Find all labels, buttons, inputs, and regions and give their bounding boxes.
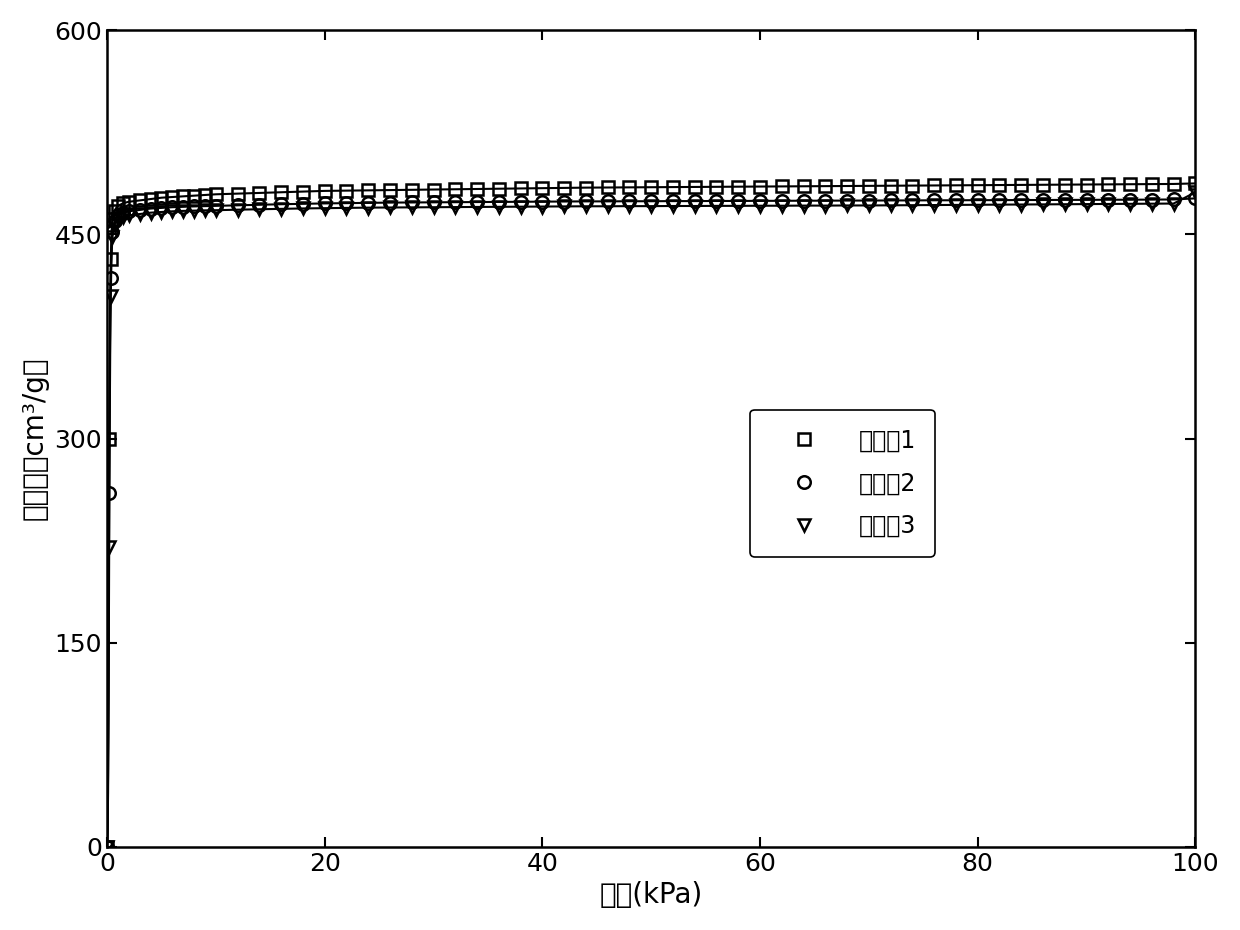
实施例1 bbox=[339, 185, 353, 196]
实施例2 bbox=[1188, 193, 1203, 204]
Y-axis label: 吸附量（cm³/g）: 吸附量（cm³/g） bbox=[21, 357, 48, 520]
实施例3 bbox=[176, 206, 191, 217]
实施例3 bbox=[197, 205, 212, 216]
实施例3 bbox=[578, 201, 593, 212]
X-axis label: 压力(kPa): 压力(kPa) bbox=[600, 881, 703, 910]
实施例1 bbox=[99, 841, 114, 852]
实施例1 bbox=[197, 190, 212, 201]
实施例2 bbox=[176, 201, 191, 212]
实施例2 bbox=[1014, 194, 1029, 206]
实施例2 bbox=[339, 197, 353, 208]
实施例2 bbox=[578, 196, 593, 207]
实施例3 bbox=[1188, 187, 1203, 198]
实施例3 bbox=[99, 841, 114, 852]
实施例2 bbox=[99, 841, 114, 852]
实施例3 bbox=[666, 201, 681, 212]
Line: 实施例3: 实施例3 bbox=[100, 186, 1202, 853]
实施例1 bbox=[666, 181, 681, 193]
实施例1 bbox=[176, 191, 191, 202]
实施例2 bbox=[197, 201, 212, 212]
Line: 实施例2: 实施例2 bbox=[100, 193, 1202, 853]
实施例3 bbox=[339, 203, 353, 214]
Line: 实施例1: 实施例1 bbox=[100, 177, 1202, 853]
实施例1 bbox=[1188, 178, 1203, 189]
实施例1 bbox=[1014, 179, 1029, 191]
实施例1 bbox=[578, 182, 593, 193]
实施例2 bbox=[666, 195, 681, 206]
实施例3 bbox=[1014, 199, 1029, 210]
Legend: 实施例1, 实施例2, 实施例3: 实施例1, 实施例2, 实施例3 bbox=[750, 409, 935, 557]
